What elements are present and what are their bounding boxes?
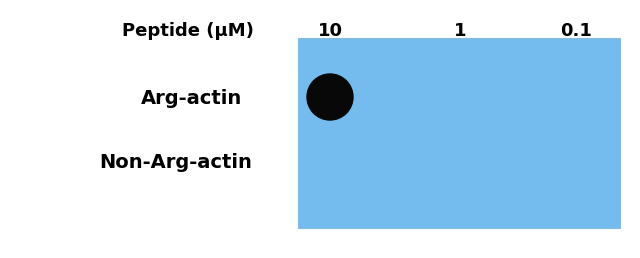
Ellipse shape — [307, 74, 353, 120]
Text: Non-Arg-actin: Non-Arg-actin — [100, 154, 252, 173]
Text: 10: 10 — [317, 22, 342, 40]
FancyBboxPatch shape — [298, 38, 620, 228]
Text: Arg-actin: Arg-actin — [141, 88, 243, 108]
Text: Peptide (μM): Peptide (μM) — [122, 22, 254, 40]
Text: 0.1: 0.1 — [560, 22, 592, 40]
Text: 1: 1 — [454, 22, 467, 40]
